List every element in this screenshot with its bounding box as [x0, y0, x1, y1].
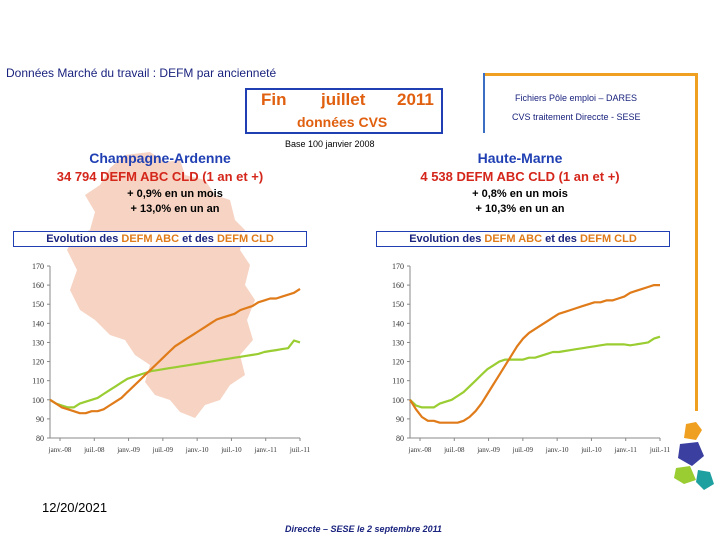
- y-tick-label: 90: [396, 415, 404, 424]
- chart-title-part: Evolution des: [46, 233, 122, 245]
- x-tick-label: janv.-09: [476, 446, 500, 454]
- x-tick-label: juil.-09: [512, 446, 534, 454]
- series-line-defm-cld: [409, 284, 660, 424]
- y-tick-label: 90: [36, 415, 44, 424]
- x-tick-label: janv.-11: [254, 446, 278, 454]
- chart-title-part: Evolution des: [409, 233, 485, 245]
- logo-piece-blue: [678, 442, 704, 466]
- series-line-defm-abc: [409, 335, 661, 409]
- chart-title-abc: DEFM ABC: [121, 233, 180, 245]
- series-line-defm-abc: [49, 339, 301, 409]
- date-footer: 12/20/2021: [42, 500, 108, 515]
- chart-title-cld: DEFM CLD: [216, 233, 274, 245]
- y-tick-label: 150: [32, 300, 44, 309]
- x-tick-label: janv.-08: [408, 446, 432, 454]
- y-tick-label: 100: [32, 396, 44, 405]
- region-name-left: Champagne-Ardenne: [89, 150, 231, 166]
- credit-footer: Direccte – SESE le 2 septembre 2011: [285, 524, 442, 534]
- y-tick-label: 80: [36, 434, 44, 443]
- y-tick-label: 170: [32, 262, 44, 271]
- x-tick-label: janv.-09: [116, 446, 140, 454]
- y-tick-label: 100: [392, 396, 404, 405]
- series-line-defm-cld: [49, 287, 301, 415]
- y-tick-label: 140: [392, 319, 404, 328]
- chart-title-part: et des: [542, 233, 580, 245]
- y-tick-label: 130: [392, 338, 404, 347]
- y-tick-label: 160: [32, 281, 44, 290]
- line-chart-champagne-ardenne: 80 90 100 110 120 130 140 150 160 170 janv.-08 juil…: [32, 262, 311, 454]
- chart-title-abc: DEFM ABC: [484, 233, 543, 245]
- x-tick-label: juil.-10: [220, 446, 242, 454]
- x-tick-label: juil.-09: [152, 446, 174, 454]
- yearly-change-right: + 10,3% en un an: [475, 203, 565, 215]
- period-year: 2011: [397, 90, 434, 109]
- y-tick-label: 80: [396, 434, 404, 443]
- data-type-label: données CVS: [297, 114, 388, 130]
- base-note: Base 100 janvier 2008: [285, 139, 375, 149]
- logo-piece-orange: [684, 422, 702, 440]
- monthly-change-left: + 0,9% en un mois: [127, 188, 223, 200]
- monthly-change-right: + 0,8% en un mois: [472, 188, 568, 200]
- chart-title-box-left: Evolution des DEFM ABC et des DEFM CLD: [13, 231, 307, 247]
- x-tick-label: juil.-11: [289, 446, 311, 454]
- period-word-fin: Fin: [261, 90, 287, 109]
- x-tick-label: janv.-11: [614, 446, 638, 454]
- period-box: Fin juillet 2011 données CVS: [245, 88, 443, 134]
- yearly-change-left: + 13,0% en un an: [130, 203, 220, 215]
- orange-rule-vertical: [695, 73, 698, 411]
- x-tick-label: juil.-11: [649, 446, 671, 454]
- y-tick-label: 160: [392, 281, 404, 290]
- logo-piece-teal: [696, 470, 714, 490]
- x-tick-label: juil.-10: [580, 446, 602, 454]
- chart-title-cld: DEFM CLD: [579, 233, 637, 245]
- region-name-right: Haute-Marne: [477, 150, 563, 166]
- x-tick-label: janv.-08: [48, 446, 72, 454]
- chart-title-part: et des: [179, 233, 217, 245]
- line-chart-haute-marne: 80 90 100 110 120 130 140 150 160 170 janv.-08 juil…: [392, 262, 671, 454]
- y-tick-label: 120: [32, 358, 44, 367]
- logo-region-icon: [674, 422, 714, 490]
- y-tick-label: 130: [32, 338, 44, 347]
- logo-piece-green: [674, 466, 696, 484]
- region-map: [67, 152, 255, 418]
- blue-rule: [483, 73, 485, 133]
- slide-title: Données Marché du travail : DEFM par anc…: [6, 66, 277, 80]
- map-shape: [67, 152, 255, 418]
- source-line-1: Fichiers Pôle emploi – DARES: [515, 93, 638, 103]
- y-tick-label: 140: [32, 319, 44, 328]
- y-tick-label: 150: [392, 300, 404, 309]
- y-tick-label: 110: [32, 377, 44, 386]
- source-line-2: CVS traitement Direccte - SESE: [512, 112, 641, 122]
- y-tick-label: 120: [392, 358, 404, 367]
- region-headline-right: 4 538 DEFM ABC CLD (1 an et +): [420, 169, 620, 184]
- period-month: juillet: [321, 90, 366, 109]
- chart-title-box-right: Evolution des DEFM ABC et des DEFM CLD: [376, 231, 670, 247]
- orange-rule: [485, 73, 697, 76]
- region-headline-left: 34 794 DEFM ABC CLD (1 an et +): [56, 169, 264, 184]
- y-tick-label: 170: [392, 262, 404, 271]
- x-tick-label: juil.-08: [443, 446, 465, 454]
- x-tick-label: janv.-10: [185, 446, 209, 454]
- x-tick-label: juil.-08: [83, 446, 105, 454]
- x-tick-label: janv.-10: [545, 446, 569, 454]
- y-tick-label: 110: [392, 377, 404, 386]
